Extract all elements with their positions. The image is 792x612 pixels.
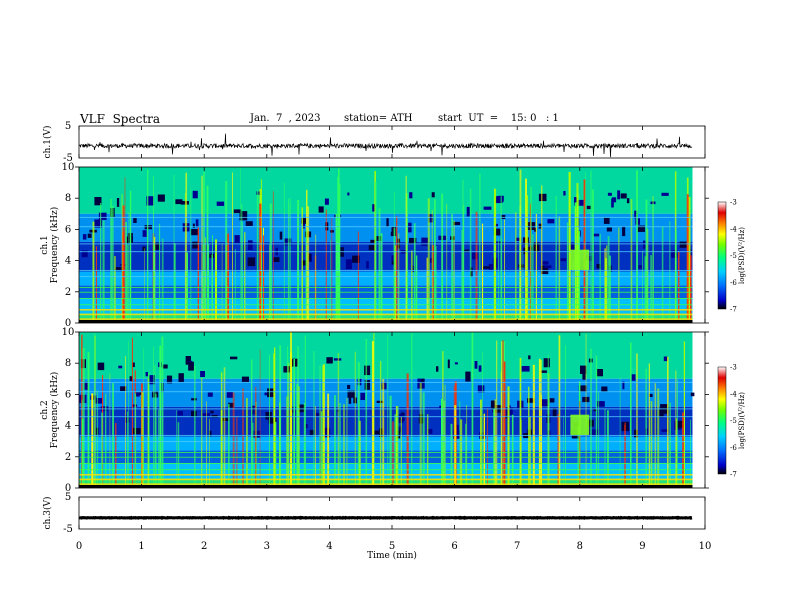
ch1-line-emission-7 [79, 276, 693, 278]
xtick-1: 1 [138, 541, 144, 552]
ch1-colorbar-tick--3: -3 [730, 199, 737, 207]
ch1-colorbar-tick--4: -4 [730, 225, 737, 233]
xtick-6: 6 [451, 541, 457, 552]
ch2-line-emission-1 [79, 478, 693, 481]
ch1-colorbar-label: log(PSD)(V²/Hz) [738, 227, 746, 284]
ch1-bottom-band [79, 320, 693, 323]
ch2-colorbar-label: log(PSD)(V²/Hz) [738, 392, 746, 449]
ch2-colorbar-tick--6: -6 [730, 444, 737, 452]
ch2-emission-patch [570, 414, 590, 435]
ch2-colorbar-tick--7: -7 [730, 471, 737, 479]
ch1-colorbar-tick--7: -7 [730, 306, 737, 314]
ch2-colorbar-tick--3: -3 [730, 364, 737, 372]
ch1-emission-patch [570, 249, 590, 270]
ch2-line-emission-3 [79, 469, 693, 471]
chart-title: VLF Spectra [80, 112, 161, 126]
ch2-line-emission-0 [79, 483, 693, 485]
ch3-ytick-top: 5 [65, 492, 71, 503]
ch2-colorbar [717, 366, 727, 475]
ch2-bottom-band [79, 485, 693, 488]
ch2-line-emission-8 [79, 434, 693, 436]
start-time-label: start UT = 15: 0 : 1 [438, 113, 559, 124]
ch2-line-emission-4 [79, 463, 693, 464]
ch1-line-emission-8 [79, 269, 693, 271]
station-label: station= ATH [344, 113, 413, 124]
ch1-line-emission-5 [79, 291, 693, 293]
xtick-0: 0 [76, 541, 82, 552]
ch2-spectrogram-image [79, 332, 705, 488]
ch2-channel-label: ch.2 [40, 400, 50, 419]
ch1-line-emission-2 [79, 308, 693, 311]
ch1-ytick-bottom: -5 [63, 153, 73, 164]
ch2-colorbar-tick--4: -4 [730, 390, 737, 398]
ch2-ytick-4: 4 [65, 421, 71, 432]
ch1-ytick-0: 0 [65, 318, 71, 329]
ch3-ylabel: ch.3(V) [42, 497, 53, 530]
ch2-line-emission-2 [79, 473, 693, 476]
ch3-ytick-bottom: -5 [63, 524, 73, 535]
ch2-ytick-6: 6 [65, 389, 71, 400]
ch1-line-emission-0 [79, 318, 693, 320]
ch2-colorbar-tick--5: -5 [730, 417, 737, 425]
xtick-3: 3 [264, 541, 270, 552]
xtick-7: 7 [514, 541, 520, 552]
ch2-ytick-2: 2 [65, 452, 71, 463]
ch1-colorbar-tick--5: -5 [730, 252, 737, 260]
ch1-colorbar [717, 201, 727, 310]
ch2-line-emission-11 [79, 391, 693, 393]
ch2-band-5 [79, 463, 693, 479]
ch2-line-emission-6 [79, 452, 693, 454]
ch2-ytick-0: 0 [65, 483, 71, 494]
ch1-frame [78, 125, 706, 159]
ch2-band-3 [79, 436, 693, 451]
ch2-line-emission-12 [79, 381, 693, 383]
ch1-line-emission-6 [79, 287, 693, 289]
date-label: Jan. 7 , 2023 [250, 113, 321, 124]
ch1-line-emission-12 [79, 216, 693, 218]
ch2-line-emission-9 [79, 416, 693, 418]
ch1-ytick-top: 5 [65, 121, 71, 132]
ch3-frame [78, 496, 706, 530]
x-axis-label: Time (min) [367, 550, 417, 561]
ch1-ytick-2: 2 [65, 287, 71, 298]
ch1-colorbar-tick--6: -6 [730, 279, 737, 287]
ch1-ytick-4: 4 [65, 256, 71, 267]
ch1-band-0 [79, 167, 693, 214]
ch1-ylabel: Frequency (kHz) [49, 207, 60, 284]
ch2-ylabel: Frequency (kHz) [49, 372, 60, 449]
ch1-spectrogram-image [79, 167, 705, 323]
ch2-line-emission-5 [79, 456, 693, 458]
ch1-line-emission-10 [79, 243, 693, 245]
ch2-line-emission-10 [79, 408, 693, 410]
ch1-ytick-10: 10 [62, 162, 75, 173]
ch1-line-emission-4 [79, 298, 693, 299]
xtick-2: 2 [201, 541, 207, 552]
ch1-line-emission-1 [79, 313, 693, 316]
xtick-10: 10 [699, 541, 712, 552]
ch2-line-emission-7 [79, 441, 693, 443]
xtick-4: 4 [326, 541, 332, 552]
xtick-8: 8 [577, 541, 583, 552]
ch1-line-emission-11 [79, 226, 693, 228]
ch1-line-emission-9 [79, 251, 693, 253]
ch1-line-emission-3 [79, 304, 693, 306]
ch1-trace [78, 133, 693, 158]
ch2-ytick-8: 8 [65, 358, 71, 369]
ch1-ytick-6: 6 [65, 224, 71, 235]
ch1-band-1 [79, 213, 693, 242]
xtick-9: 9 [639, 541, 645, 552]
ch1-ylabel: ch.1(V) [42, 126, 53, 159]
xtick-5: 5 [389, 541, 395, 552]
ch2-band-2 [79, 406, 693, 437]
ch2-ytick-10: 10 [62, 327, 75, 338]
ch1-ytick-8: 8 [65, 193, 71, 204]
ch1-channel-label: ch.1 [40, 235, 50, 254]
